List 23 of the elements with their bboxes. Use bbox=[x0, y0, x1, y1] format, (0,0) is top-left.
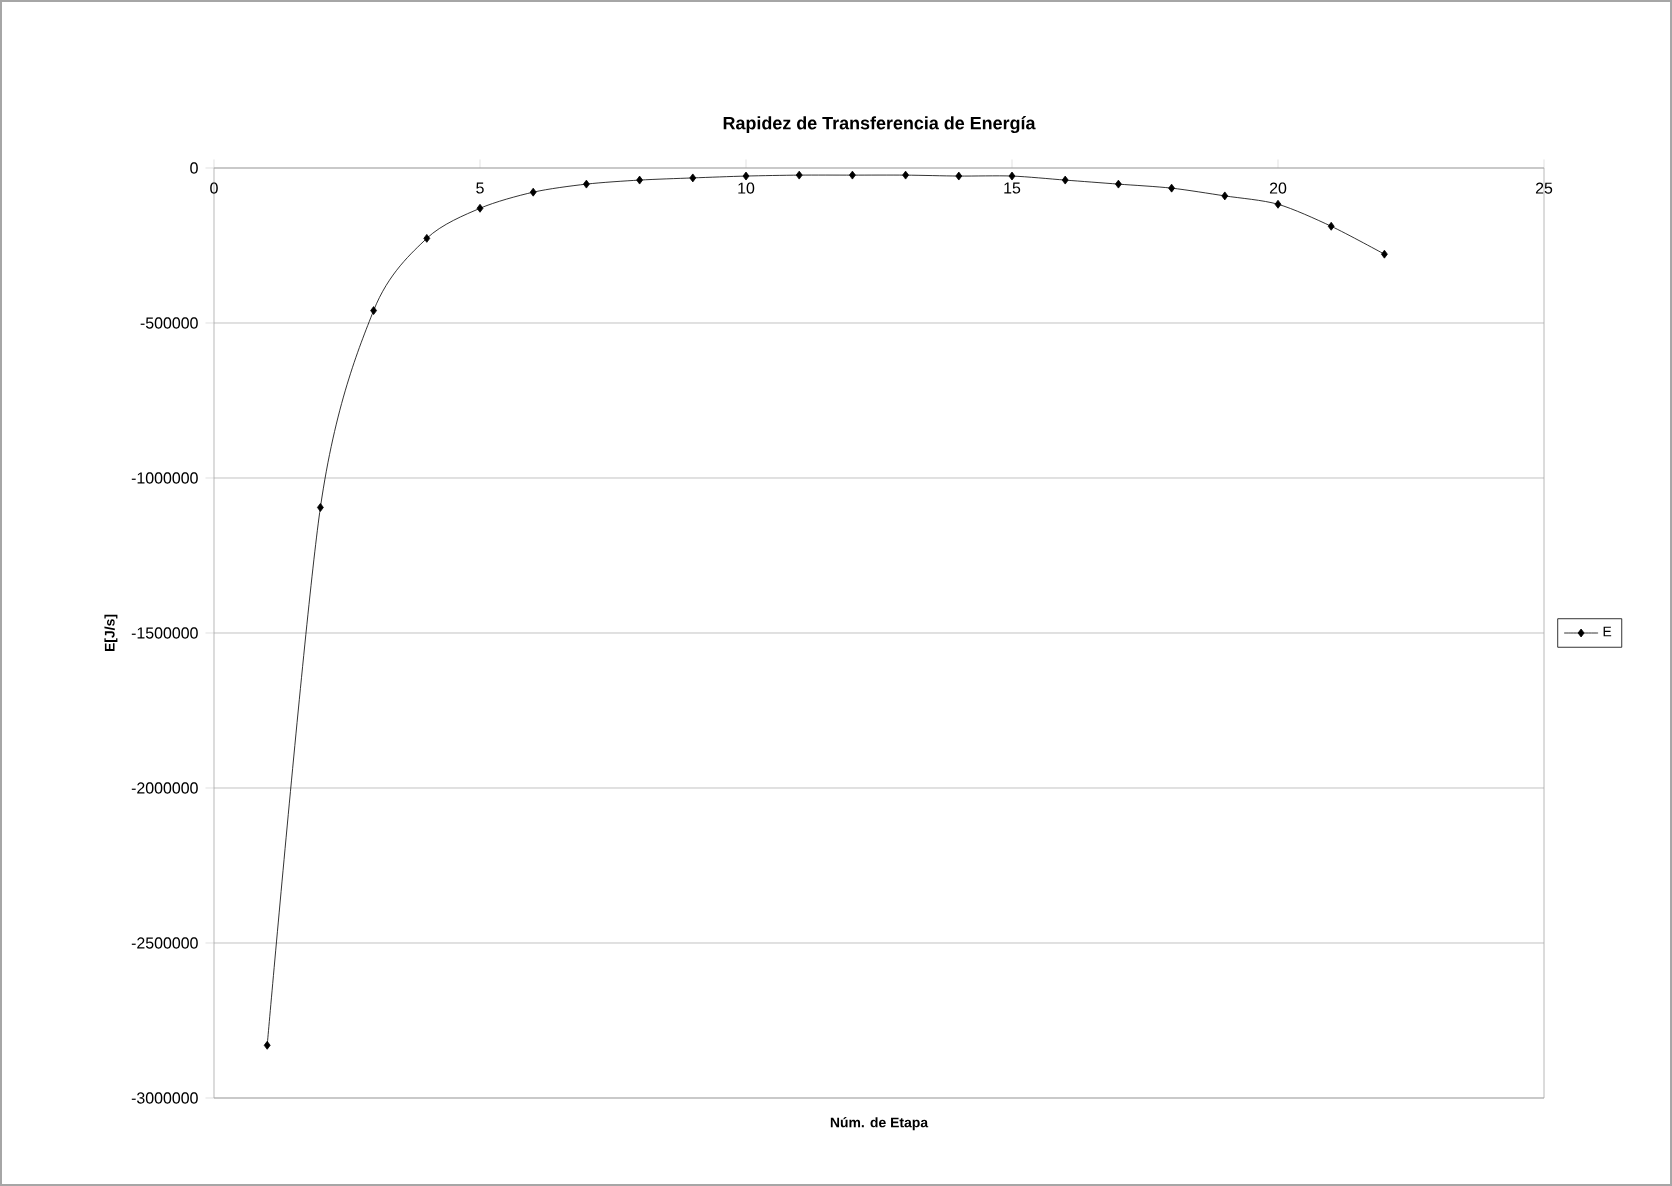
point bbox=[636, 175, 643, 185]
point bbox=[317, 503, 324, 512]
point bbox=[795, 170, 803, 180]
point bbox=[476, 203, 484, 213]
point bbox=[689, 173, 697, 183]
point bbox=[529, 187, 537, 197]
point bbox=[423, 233, 431, 243]
point bbox=[1274, 199, 1282, 209]
point bbox=[1381, 249, 1388, 259]
point bbox=[902, 170, 909, 180]
point bbox=[849, 170, 856, 180]
point bbox=[1168, 183, 1175, 193]
point bbox=[955, 171, 963, 181]
point bbox=[370, 306, 377, 315]
point bbox=[1327, 221, 1335, 231]
point bbox=[583, 179, 590, 189]
chart-title: Rapidez de Transferencia de Energía bbox=[723, 116, 1036, 134]
point bbox=[1008, 171, 1016, 181]
point bbox=[742, 171, 750, 181]
point bbox=[1115, 179, 1122, 189]
point bbox=[263, 1040, 271, 1050]
point bbox=[1221, 191, 1229, 201]
point bbox=[1061, 175, 1069, 185]
